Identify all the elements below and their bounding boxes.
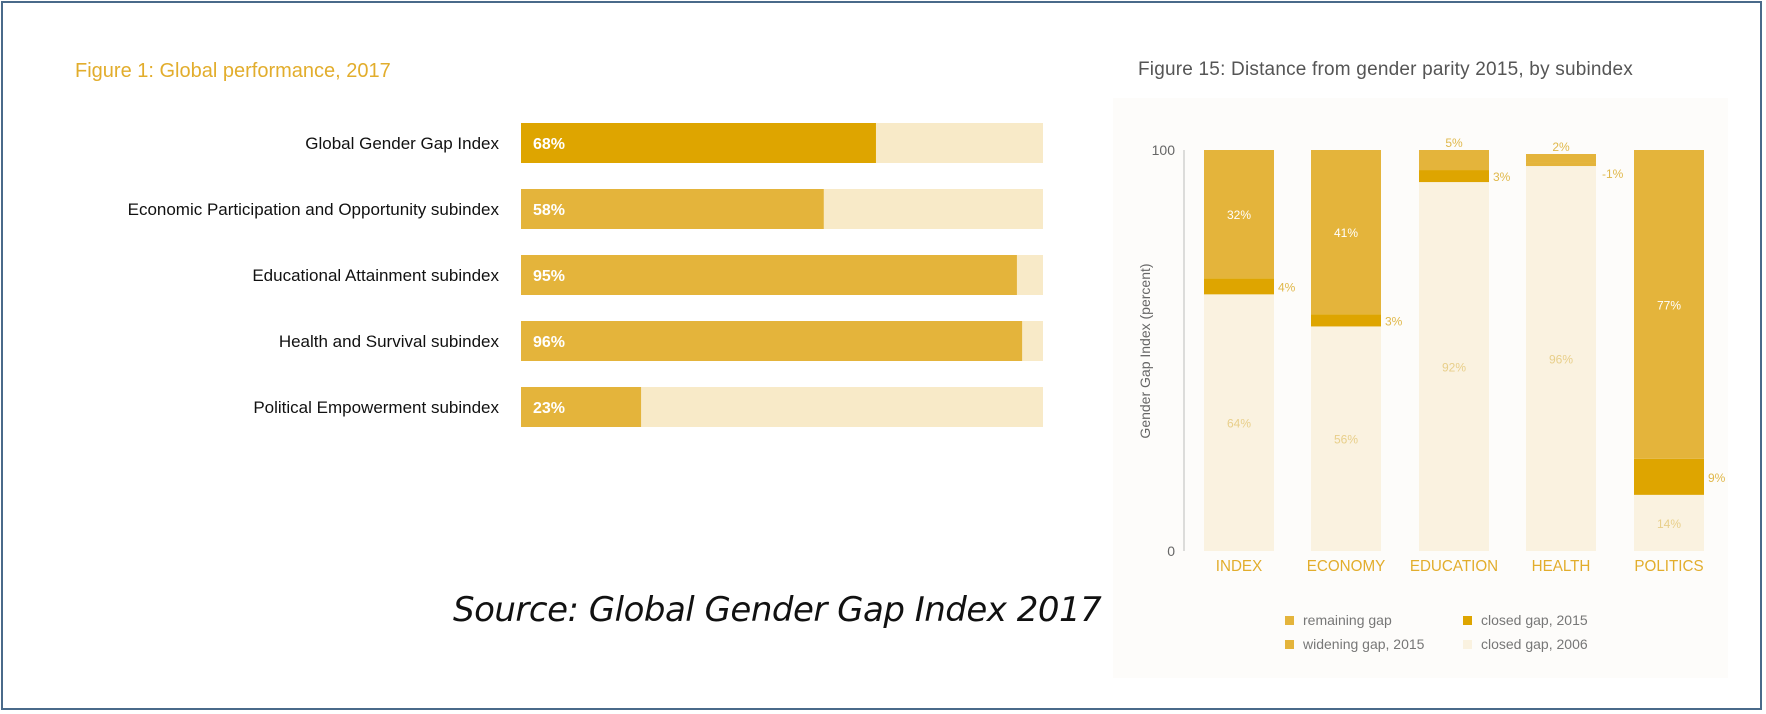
segment-value-label: 3% [1493,170,1511,184]
stacked-bar-segment [1634,150,1704,459]
stacked-bar-segment [1634,494,1704,551]
segment-value-label: 96% [1549,353,1573,367]
legend-swatch [1285,640,1294,649]
stacked-bar-segment [1419,182,1489,551]
x-category-label: ECONOMY [1307,558,1386,575]
bar-value-label: 95% [533,268,565,285]
segment-value-label: 77% [1657,298,1681,312]
category-label: Economic Participation and Opportunity s… [128,200,500,219]
stacked-bar-segment [1419,170,1489,183]
bar-value-label: 96% [533,334,565,351]
stacked-bar-segment [1311,314,1381,327]
stacked-bar-segment [1311,150,1381,315]
stacked-bar-segment [1526,166,1596,552]
segment-value-label: 64% [1227,417,1251,431]
legend-swatch [1463,640,1472,649]
stacked-bar-segment [1204,294,1274,551]
legend-label: closed gap, 2015 [1481,612,1588,628]
figure1-title: Figure 1: Global performance, 2017 [75,60,391,82]
category-label: Health and Survival subindex [279,332,500,351]
bar-value-label: 68% [533,136,565,153]
segment-value-label: 2% [1552,140,1570,154]
bar-value-label: 23% [533,400,565,417]
segment-value-label: 4% [1278,280,1296,294]
category-label: Political Empowerment subindex [253,398,499,417]
segment-value-label: 32% [1227,208,1251,222]
legend-label: closed gap, 2006 [1481,636,1588,652]
segment-value-label: 56% [1334,433,1358,447]
bar [521,123,876,163]
legend-swatch [1463,616,1472,625]
stacked-bar-segment [1311,326,1381,551]
category-label: Educational Attainment subindex [252,266,499,285]
category-label: Global Gender Gap Index [305,134,499,153]
stacked-bar-segment [1204,150,1274,279]
stacked-bar-segment [1526,154,1596,163]
segment-value-label: -1% [1602,167,1624,181]
x-category-label: INDEX [1216,558,1263,575]
source-caption: Source: Global Gender Gap Index 2017 [453,590,1102,630]
legend-swatch [1285,616,1294,625]
stacked-bar-segment [1634,458,1704,495]
figure15-chart: 100 0 Gender Gap Index (percent) 64% 4% 32% IN… [1137,136,1726,652]
bar [521,321,1023,361]
bar-value-label: 58% [533,202,565,219]
legend-label: widening gap, 2015 [1302,636,1425,652]
stacked-bar-segment [1204,278,1274,295]
bar [521,387,642,427]
x-category-label: EDUCATION [1410,558,1498,575]
y-axis-label: Gender Gap Index (percent) [1137,263,1153,438]
segment-value-label: 3% [1385,314,1403,328]
bar [521,255,1017,295]
figure15-title: Figure 15: Distance from gender parity 2… [1138,59,1633,80]
x-category-label: HEALTH [1532,558,1591,575]
bar [521,189,824,229]
x-category-label: POLITICS [1634,558,1703,575]
segment-value-label: 92% [1442,361,1466,375]
y-tick-label: 0 [1167,543,1175,559]
segment-value-label: 5% [1445,136,1463,150]
segment-value-label: 14% [1657,517,1681,531]
segment-value-label: 41% [1334,226,1358,240]
stacked-bar-segment [1419,150,1489,171]
figure1-chart: Global Gender Gap Index 68% Economic Parti… [128,123,1043,427]
segment-value-label: 9% [1708,471,1726,485]
stacked-bar-segment [1526,162,1596,167]
legend-label: remaining gap [1303,612,1392,628]
y-tick-label: 100 [1152,142,1176,158]
